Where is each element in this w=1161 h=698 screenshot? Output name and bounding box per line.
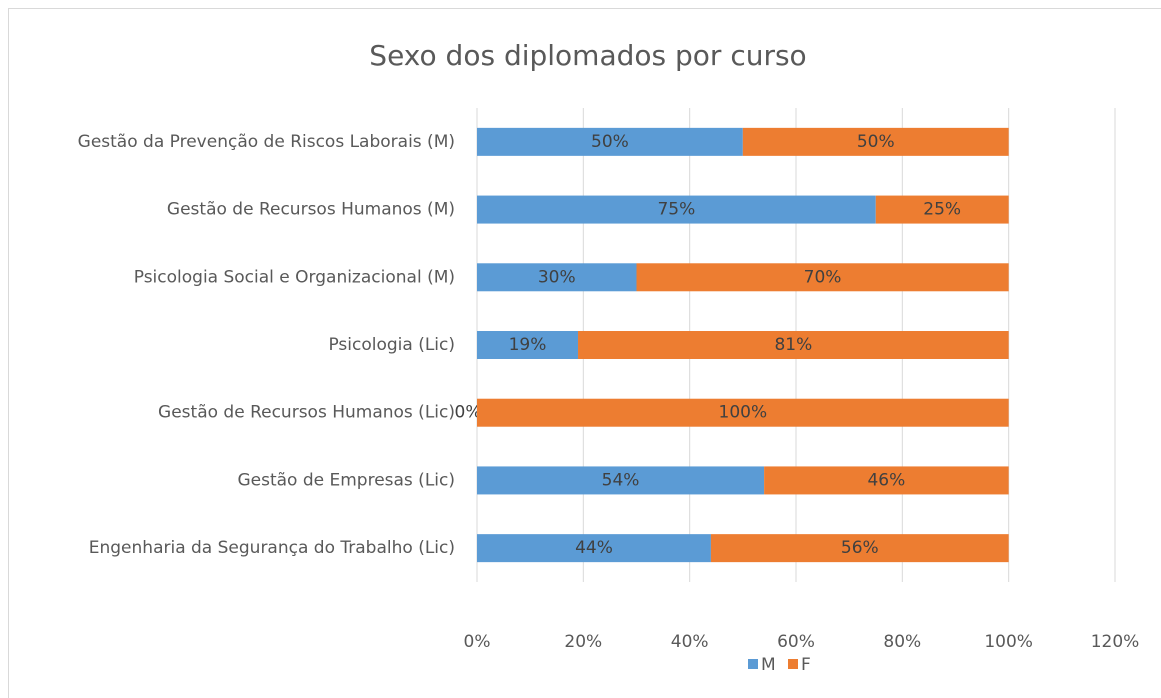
data-label: 70% [804, 267, 842, 287]
x-tick-label: 120% [1091, 632, 1140, 652]
chart-title: Sexo dos diplomados por curso [369, 39, 806, 72]
legend-swatch [788, 659, 798, 669]
bar-segment [477, 331, 579, 359]
bar-segment [710, 534, 1009, 563]
x-tick-label: 0% [464, 632, 491, 652]
x-tick-label: 80% [883, 632, 921, 652]
data-label: 54% [602, 470, 640, 490]
data-label: 19% [509, 335, 547, 355]
legend-label: F [801, 655, 811, 675]
data-label: 30% [538, 267, 576, 287]
data-label: 44% [575, 538, 613, 558]
bar-segment [477, 127, 743, 156]
bar-segment [636, 263, 1009, 292]
y-tick-label: Psicologia (Lic) [328, 335, 455, 355]
bar-segment [477, 263, 637, 292]
y-tick-label: Psicologia Social e Organizacional (M) [134, 267, 455, 287]
x-tick-label: 60% [777, 632, 815, 652]
legend-label: M [761, 655, 776, 675]
y-tick-label: Gestão de Empresas (Lic) [237, 470, 455, 490]
data-label: 56% [841, 538, 879, 558]
y-tick-label: Gestão de Recursos Humanos (Lic) [158, 403, 455, 423]
bar-segment [477, 398, 1009, 427]
bar-segment [477, 466, 765, 495]
data-label: 81% [774, 335, 812, 355]
y-tick-label: Gestão da Prevenção de Riscos Laborais (… [78, 132, 455, 152]
data-label: 75% [657, 200, 695, 220]
data-label: 50% [591, 132, 629, 152]
data-label: 25% [923, 200, 961, 220]
data-label: 0% [455, 403, 482, 423]
bar-segment [477, 534, 711, 563]
x-tick-label: 100% [984, 632, 1033, 652]
bar-segment [742, 127, 1009, 156]
bar-segment [477, 195, 876, 224]
data-label: 50% [857, 132, 895, 152]
data-label: 46% [867, 470, 905, 490]
legend-swatch [748, 659, 758, 669]
x-tick-label: 20% [564, 632, 602, 652]
y-tick-label: Gestão de Recursos Humanos (M) [167, 200, 455, 220]
x-tick-label: 40% [671, 632, 709, 652]
y-tick-label: Engenharia da Segurança do Trabalho (Lic… [89, 538, 455, 558]
bar-segment [875, 195, 1009, 224]
bar-segment [578, 331, 1009, 359]
bar-segment [764, 466, 1009, 495]
data-label: 100% [719, 403, 768, 423]
